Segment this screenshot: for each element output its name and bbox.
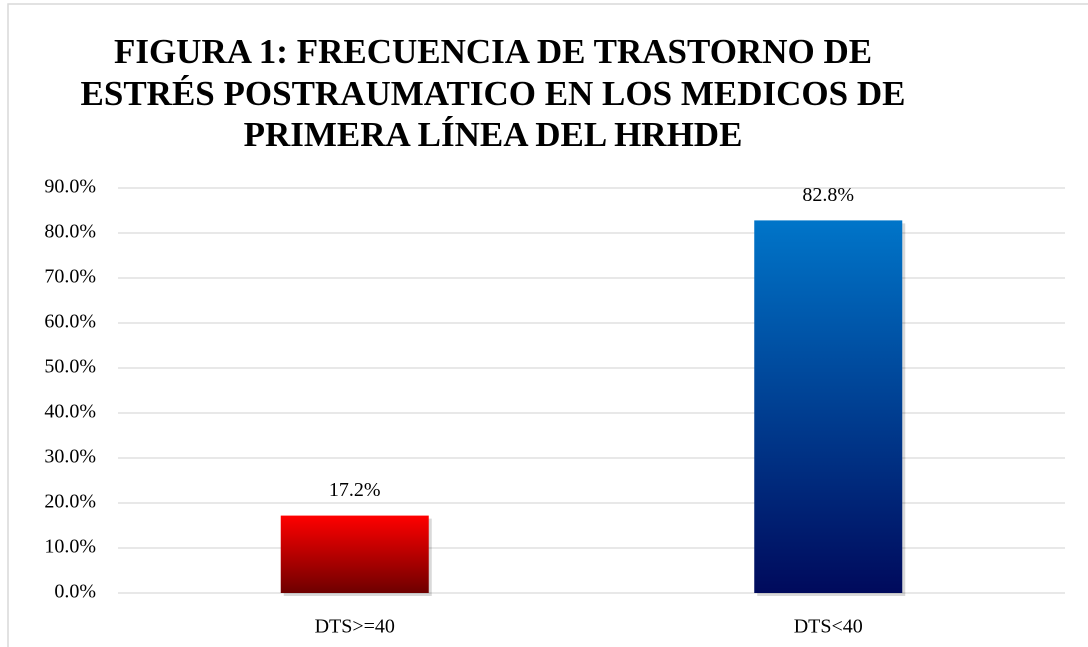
x-tick-label: DTS>=40 <box>315 616 395 638</box>
y-tick-label: 60.0% <box>44 311 96 333</box>
bar <box>754 220 903 593</box>
data-label: 17.2% <box>329 479 381 501</box>
y-tick-label: 50.0% <box>44 356 96 378</box>
data-label: 82.8% <box>802 184 854 206</box>
y-tick-label: 90.0% <box>44 176 96 198</box>
y-tick-label: 20.0% <box>44 491 96 513</box>
bar <box>280 515 429 593</box>
chart-title: ESTRÉS POSTRAUMATICO EN LOS MEDICOS DE <box>81 74 906 113</box>
y-tick-label: 80.0% <box>44 221 96 243</box>
y-tick-label: 30.0% <box>44 446 96 468</box>
chart-frame <box>7 3 1088 647</box>
chart-title: PRIMERA LÍNEA DEL HRHDE <box>244 115 743 154</box>
chart-title: FIGURA 1: FRECUENCIA DE TRASTORNO DE <box>114 32 872 71</box>
y-tick-label: 40.0% <box>44 401 96 423</box>
y-tick-label: 0.0% <box>54 581 96 603</box>
y-tick-label: 10.0% <box>44 536 96 558</box>
x-tick-label: DTS<40 <box>794 616 863 638</box>
y-tick-label: 70.0% <box>44 266 96 288</box>
